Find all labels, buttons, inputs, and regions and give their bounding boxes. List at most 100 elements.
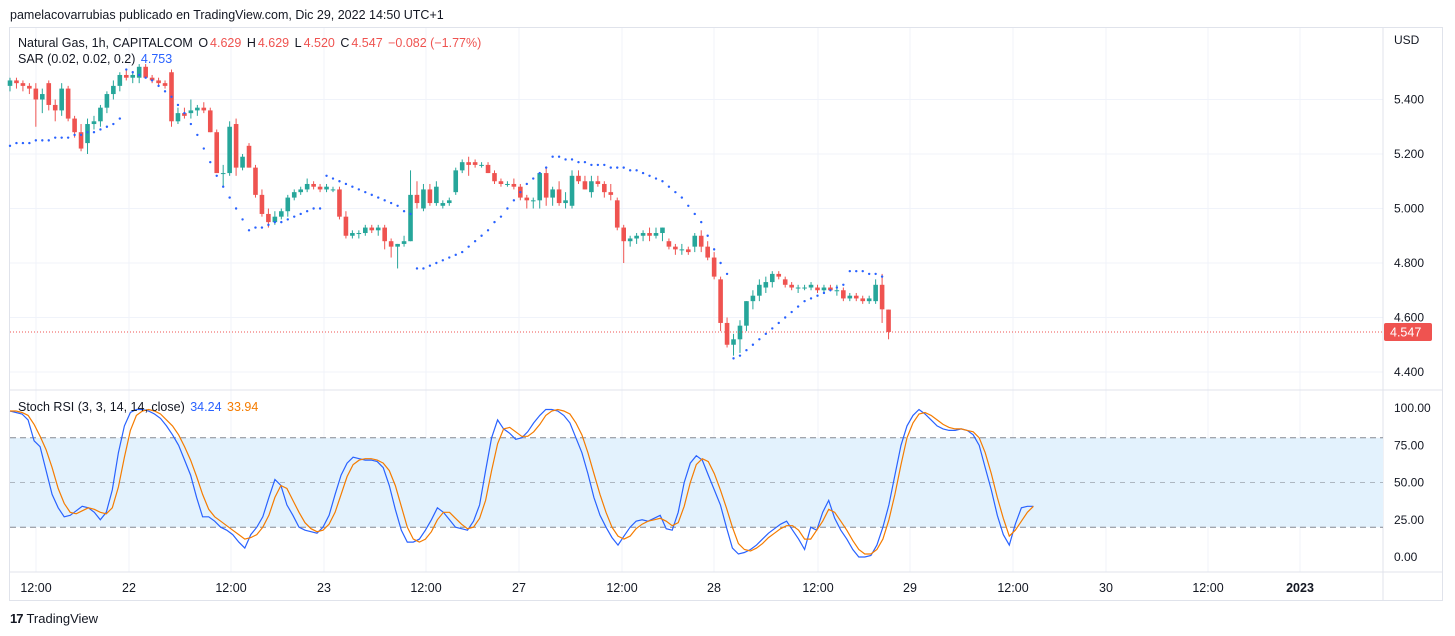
candle[interactable] xyxy=(143,64,148,78)
candle[interactable] xyxy=(375,224,381,236)
candle[interactable] xyxy=(860,295,866,304)
candle[interactable] xyxy=(14,77,19,89)
candle[interactable] xyxy=(602,181,607,198)
candle[interactable] xyxy=(530,197,536,209)
candle[interactable] xyxy=(731,333,736,356)
candle[interactable] xyxy=(214,129,220,174)
candle[interactable] xyxy=(188,99,194,119)
candle[interactable] xyxy=(117,72,123,92)
candle[interactable] xyxy=(408,170,413,242)
candle[interactable] xyxy=(350,230,355,239)
candle[interactable] xyxy=(698,230,704,253)
candle[interactable] xyxy=(853,292,859,302)
candle[interactable] xyxy=(162,80,168,89)
candle[interactable] xyxy=(750,290,756,310)
candle[interactable] xyxy=(149,74,155,84)
candle[interactable] xyxy=(582,175,588,190)
candle[interactable] xyxy=(311,181,316,190)
candle[interactable] xyxy=(589,175,594,198)
candle[interactable] xyxy=(666,238,672,250)
candle[interactable] xyxy=(136,64,142,84)
candle[interactable] xyxy=(543,167,549,206)
candle[interactable] xyxy=(227,121,232,176)
candle[interactable] xyxy=(453,167,459,195)
candle[interactable] xyxy=(156,77,161,86)
candle[interactable] xyxy=(718,276,723,332)
candle[interactable] xyxy=(873,279,878,304)
candle[interactable] xyxy=(614,197,620,231)
candle[interactable] xyxy=(330,186,336,193)
candle[interactable] xyxy=(802,284,807,291)
candle[interactable] xyxy=(324,183,329,193)
candle[interactable] xyxy=(847,292,853,302)
candle[interactable] xyxy=(40,88,45,114)
candle[interactable] xyxy=(763,276,769,293)
candle[interactable] xyxy=(660,227,665,242)
candle[interactable] xyxy=(621,224,626,263)
candle[interactable] xyxy=(595,175,601,187)
candle[interactable] xyxy=(246,143,252,168)
candle[interactable] xyxy=(459,159,465,174)
candle[interactable] xyxy=(395,243,400,269)
candle[interactable] xyxy=(505,181,510,187)
candle[interactable] xyxy=(369,224,375,234)
candle[interactable] xyxy=(291,189,297,201)
candle[interactable] xyxy=(815,284,820,293)
candle[interactable] xyxy=(576,170,581,184)
candle[interactable] xyxy=(808,282,814,291)
candle[interactable] xyxy=(569,170,575,209)
candle[interactable] xyxy=(130,72,136,84)
candle[interactable] xyxy=(27,83,32,95)
candle[interactable] xyxy=(640,230,646,242)
candle[interactable] xyxy=(434,181,439,206)
candle[interactable] xyxy=(414,181,420,209)
candle[interactable] xyxy=(653,227,659,239)
candle[interactable] xyxy=(537,173,543,209)
candle[interactable] xyxy=(91,115,97,130)
candle[interactable] xyxy=(20,80,26,92)
candle[interactable] xyxy=(98,104,103,127)
candle[interactable] xyxy=(776,271,782,280)
candle[interactable] xyxy=(524,194,530,209)
candle[interactable] xyxy=(886,309,891,340)
candle[interactable] xyxy=(634,233,639,244)
candle[interactable] xyxy=(298,186,303,195)
candle[interactable] xyxy=(563,192,568,209)
candle[interactable] xyxy=(479,162,484,168)
candle[interactable] xyxy=(686,246,691,255)
candle[interactable] xyxy=(440,200,446,209)
candle[interactable] xyxy=(111,80,116,100)
candle[interactable] xyxy=(356,230,362,239)
candle[interactable] xyxy=(343,211,349,239)
candle[interactable] xyxy=(195,104,200,116)
candle[interactable] xyxy=(388,238,394,258)
candle[interactable] xyxy=(679,243,685,255)
candle[interactable] xyxy=(175,107,181,125)
candle[interactable] xyxy=(498,178,504,187)
candle[interactable] xyxy=(207,107,213,133)
candle[interactable] xyxy=(363,224,368,236)
candle[interactable] xyxy=(65,85,71,122)
candle[interactable] xyxy=(673,243,678,255)
candle[interactable] xyxy=(104,91,110,114)
footer-brand[interactable]: 17 TradingView xyxy=(10,611,98,626)
candle[interactable] xyxy=(401,235,407,247)
candle[interactable] xyxy=(85,118,90,154)
candle[interactable] xyxy=(627,235,633,247)
candle[interactable] xyxy=(744,301,749,332)
candle[interactable] xyxy=(724,317,730,348)
candle[interactable] xyxy=(52,99,58,122)
candle[interactable] xyxy=(556,181,562,206)
candle[interactable] xyxy=(795,284,801,293)
candle[interactable] xyxy=(78,124,84,152)
candle[interactable] xyxy=(550,186,555,206)
candle[interactable] xyxy=(879,273,885,323)
candle[interactable] xyxy=(169,69,174,127)
candle[interactable] xyxy=(647,227,652,242)
candle[interactable] xyxy=(279,208,284,220)
candle[interactable] xyxy=(427,183,433,206)
candle[interactable] xyxy=(492,170,497,184)
candle[interactable] xyxy=(421,183,426,212)
candle[interactable] xyxy=(7,77,13,92)
